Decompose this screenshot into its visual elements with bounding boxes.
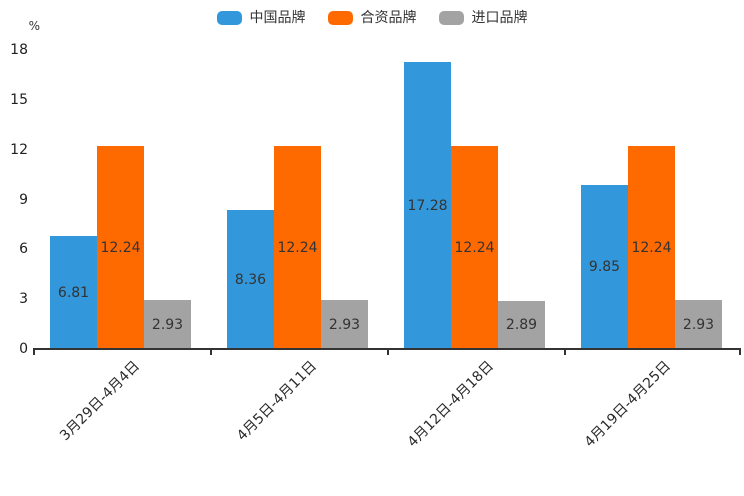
bar-value-label: 2.93 bbox=[151, 316, 184, 333]
bar-合资品牌-group-2[interactable]: 12.24 bbox=[451, 146, 498, 349]
legend-item-series-1[interactable]: 合资品牌 bbox=[327, 10, 417, 26]
x-axis-label: 4月5日-4月11日 bbox=[233, 358, 320, 445]
legend-item-label: 合资品牌 bbox=[360, 10, 417, 26]
x-axis-label: 3月29日-4月4日 bbox=[56, 358, 143, 445]
bar-value-label: 17.28 bbox=[407, 197, 448, 214]
bar-中国品牌-group-2[interactable]: 17.28 bbox=[404, 62, 451, 349]
bar-中国品牌-group-1[interactable]: 8.36 bbox=[227, 210, 274, 349]
bar-value-label: 9.85 bbox=[588, 259, 621, 275]
bar-中国品牌-group-0[interactable]: 6.81 bbox=[50, 236, 97, 349]
legend-marker-icon bbox=[327, 11, 353, 25]
bar-进口品牌-group-2[interactable]: 2.89 bbox=[498, 301, 545, 349]
x-axis-label: 4月19日-4月25日 bbox=[581, 358, 674, 451]
bar-value-label: 8.36 bbox=[234, 271, 267, 288]
bar-value-label: 12.24 bbox=[454, 239, 495, 256]
y-tick-label: 15 bbox=[10, 91, 28, 108]
legend-item-series-0[interactable]: 中国品牌 bbox=[216, 10, 306, 26]
legend-marker-icon bbox=[216, 11, 242, 25]
x-axis-tick bbox=[564, 348, 566, 355]
bar-合资品牌-group-1[interactable]: 12.24 bbox=[274, 146, 321, 349]
bar-中国品牌-group-3[interactable]: 9.85 bbox=[581, 185, 628, 349]
bar-进口品牌-group-3[interactable]: 2.93 bbox=[675, 300, 722, 349]
bar-合资品牌-group-3[interactable]: 12.24 bbox=[628, 146, 675, 349]
x-axis-tick bbox=[387, 348, 389, 355]
y-tick-label: 9 bbox=[19, 191, 28, 208]
legend: 中国品牌 合资品牌 进口品牌 bbox=[0, 8, 744, 28]
x-axis-label: 4月12日-4月18日 bbox=[404, 358, 497, 451]
legend-marker-icon bbox=[438, 11, 464, 25]
y-tick-label: 3 bbox=[19, 291, 28, 308]
bar-value-label: 2.93 bbox=[328, 316, 361, 333]
x-axis-tick bbox=[739, 348, 741, 355]
y-tick-label: 6 bbox=[19, 241, 28, 258]
y-axis-unit-label: % bbox=[28, 19, 40, 33]
x-axis-tick bbox=[210, 348, 212, 355]
legend-item-label: 进口品牌 bbox=[471, 10, 528, 26]
bar-value-label: 12.24 bbox=[631, 239, 672, 256]
bar-合资品牌-group-0[interactable]: 12.24 bbox=[97, 146, 144, 349]
bar-value-label: 6.81 bbox=[57, 284, 90, 301]
y-tick-label: 18 bbox=[10, 42, 28, 58]
bar-value-label: 12.24 bbox=[277, 239, 318, 256]
bar-value-label: 2.89 bbox=[505, 317, 538, 333]
bar-value-label: 2.93 bbox=[682, 316, 715, 333]
bar-进口品牌-group-0[interactable]: 2.93 bbox=[144, 300, 191, 349]
bar-value-label: 12.24 bbox=[100, 239, 141, 256]
legend-item-label: 中国品牌 bbox=[249, 10, 306, 26]
x-axis-tick bbox=[33, 348, 35, 355]
y-tick-label: 0 bbox=[19, 341, 28, 357]
y-tick-label: 12 bbox=[10, 141, 28, 158]
bar-进口品牌-group-1[interactable]: 2.93 bbox=[321, 300, 368, 349]
legend-item-series-2[interactable]: 进口品牌 bbox=[438, 10, 528, 26]
